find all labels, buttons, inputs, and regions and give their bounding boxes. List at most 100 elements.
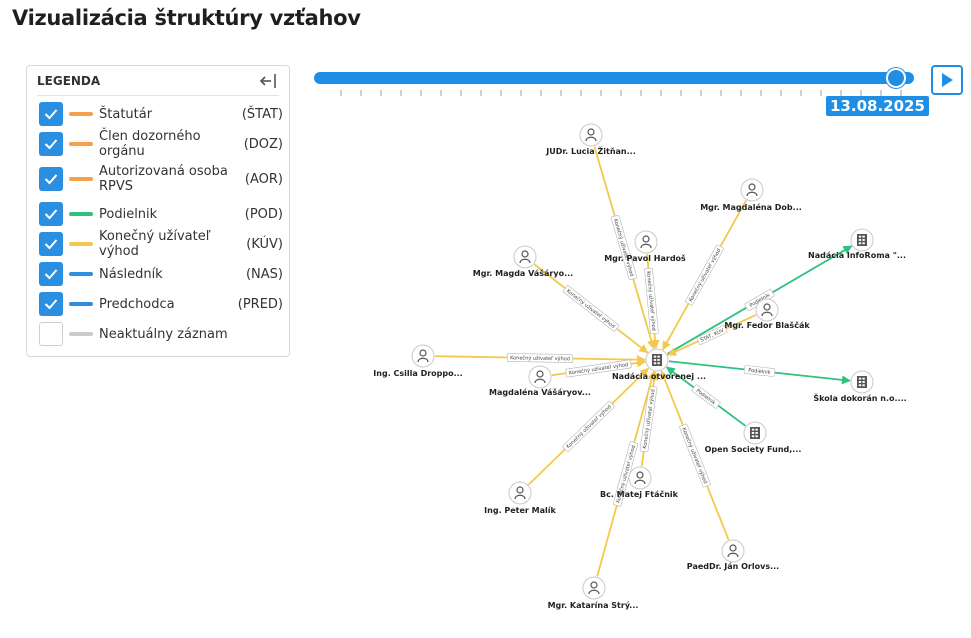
legend-title: LEGENDA xyxy=(37,73,101,88)
org-node[interactable]: Nadácia otvorenej ... xyxy=(612,348,706,381)
node-label: Nadácia InfoRoma "... xyxy=(808,251,906,260)
person-node[interactable]: Ing. Csilla Droppo... xyxy=(373,344,463,378)
timeline-tick xyxy=(800,90,802,96)
legend-checkbox[interactable] xyxy=(39,202,63,226)
legend-abbr: (DOZ) xyxy=(243,136,283,152)
person-icon xyxy=(585,128,597,142)
timeline-tick xyxy=(720,90,722,96)
check-icon xyxy=(44,139,58,150)
legend-checkbox[interactable] xyxy=(39,322,63,346)
person-icon xyxy=(534,370,546,384)
person-icon xyxy=(519,250,531,264)
node-label: Nadácia otvorenej ... xyxy=(612,372,706,381)
person-node[interactable]: Mgr. Magda Vášáryo... xyxy=(473,245,573,278)
legend-abbr: (ŠTAT) xyxy=(241,106,283,122)
edge-label: Konečný užívateľ výhod xyxy=(562,400,615,453)
legend-checkbox[interactable] xyxy=(39,292,63,316)
legend-swatch xyxy=(69,142,93,146)
person-node[interactable]: Mgr. Katarína Strý... xyxy=(548,576,639,610)
legend-label: Podielnik xyxy=(99,206,158,222)
legend-panel: LEGENDA Štatutár (ŠTAT) Člen dozorného org… xyxy=(26,65,290,357)
legend-item[interactable]: Konečný užívateľ výhod (KÚV) xyxy=(39,229,283,259)
legend-item[interactable]: Autorizovaná osoba RPVS (AOR) xyxy=(39,164,283,194)
svg-text:Konečný užívateľ výhod: Konečný užívateľ výhod xyxy=(641,389,656,449)
edge-label: Konečný užívateľ výhod xyxy=(639,385,658,453)
svg-text:Konečný užívateľ výhod: Konečný užívateľ výhod xyxy=(565,403,613,450)
timeline-tick xyxy=(540,90,542,96)
person-icon xyxy=(417,349,429,363)
timeline-handle[interactable] xyxy=(886,68,906,88)
timeline-tick xyxy=(520,90,522,96)
person-node[interactable]: Bc. Matej Ftáčnik xyxy=(600,466,679,499)
legend-checkbox[interactable] xyxy=(39,102,63,126)
play-icon xyxy=(942,73,953,87)
legend-item[interactable]: Následník (NAS) xyxy=(39,261,283,287)
edge-label: Konečný užívateľ výhod xyxy=(685,244,724,306)
legend-item[interactable]: Člen dozorného orgánu (DOZ) xyxy=(39,129,283,159)
org-node[interactable]: Open Society Fund,... xyxy=(705,421,802,454)
edge-label: Konečný užívateľ výhod xyxy=(679,423,711,488)
legend-swatch xyxy=(69,332,93,336)
legend-swatch xyxy=(69,212,93,216)
legend-item[interactable]: Neaktuálny záznam xyxy=(39,321,281,347)
legend-label: Člen dozorného orgánu xyxy=(99,129,201,159)
check-icon xyxy=(44,299,58,310)
legend-item[interactable]: Podielnik (POD) xyxy=(39,201,283,227)
play-button[interactable] xyxy=(931,65,963,95)
timeline-ticks xyxy=(340,90,902,96)
timeline-tick xyxy=(700,90,702,96)
legend-label: Autorizovaná osoba RPVS xyxy=(99,164,228,194)
node-label: Ing. Csilla Droppo... xyxy=(373,369,462,378)
timeline-tick xyxy=(560,90,562,96)
legend-label: Neaktuálny záznam xyxy=(99,326,228,342)
check-icon xyxy=(44,239,58,250)
timeline-tick xyxy=(760,90,762,96)
legend-checkbox[interactable] xyxy=(39,167,63,191)
svg-text:Konečný užívateľ výhod: Konečný užívateľ výhod xyxy=(612,218,636,277)
collapse-legend-button[interactable] xyxy=(257,70,279,92)
node-label: Open Society Fund,... xyxy=(705,445,802,454)
legend-abbr: (POD) xyxy=(244,206,283,222)
person-node[interactable]: Mgr. Magdaléna Dob... xyxy=(700,178,802,212)
check-icon xyxy=(44,209,58,220)
building-icon xyxy=(857,234,867,246)
legend-swatch xyxy=(69,242,93,246)
node-label: Mgr. Pavol Hardoš xyxy=(604,253,686,263)
legend-checkbox[interactable] xyxy=(39,262,63,286)
collapse-icon xyxy=(259,73,276,88)
timeline-tick xyxy=(900,90,902,96)
timeline-tick xyxy=(860,90,862,96)
check-icon xyxy=(44,269,58,280)
node-label: Mgr. Katarína Strý... xyxy=(548,601,639,610)
timeline-tick xyxy=(640,90,642,96)
person-node[interactable]: Magdaléna Vášáryov... xyxy=(489,365,591,397)
legend-checkbox[interactable] xyxy=(39,132,63,156)
legend-label: Štatutár xyxy=(99,106,153,122)
timeline-tick xyxy=(360,90,362,96)
person-icon xyxy=(514,486,526,500)
person-node[interactable]: Mgr. Fedor Blaščák xyxy=(724,298,810,330)
org-node[interactable]: Nadácia InfoRoma "... xyxy=(808,228,906,260)
legend-swatch xyxy=(69,302,93,306)
page-title: Vizualizácia štruktúry vzťahov xyxy=(12,6,361,30)
legend-abbr: (PRED) xyxy=(237,296,283,312)
node-label: PaedDr. Ján Orlovs... xyxy=(687,562,779,571)
timeline-track[interactable] xyxy=(314,72,914,84)
building-icon xyxy=(750,427,760,439)
person-node[interactable]: PaedDr. Ján Orlovs... xyxy=(687,539,779,571)
legend-checkbox[interactable] xyxy=(39,232,63,256)
person-icon xyxy=(746,183,758,197)
legend-item[interactable]: Štatutár (ŠTAT) xyxy=(39,101,283,127)
legend-item[interactable]: Predchodca (PRED) xyxy=(39,291,283,317)
legend-header: LEGENDA xyxy=(37,66,279,96)
timeline-tick xyxy=(340,90,342,96)
person-node[interactable]: Mgr. Pavol Hardoš xyxy=(604,230,686,263)
legend-label: Následník xyxy=(99,266,163,282)
person-icon xyxy=(588,581,600,595)
building-icon xyxy=(652,354,662,366)
person-node[interactable]: JUDr. Lucia Žitňan... xyxy=(545,123,636,156)
node-label: Škola dokorán n.o.... xyxy=(813,392,906,403)
org-node[interactable]: Škola dokorán n.o.... xyxy=(813,370,907,403)
person-node[interactable]: Ing. Peter Malík xyxy=(484,481,557,515)
